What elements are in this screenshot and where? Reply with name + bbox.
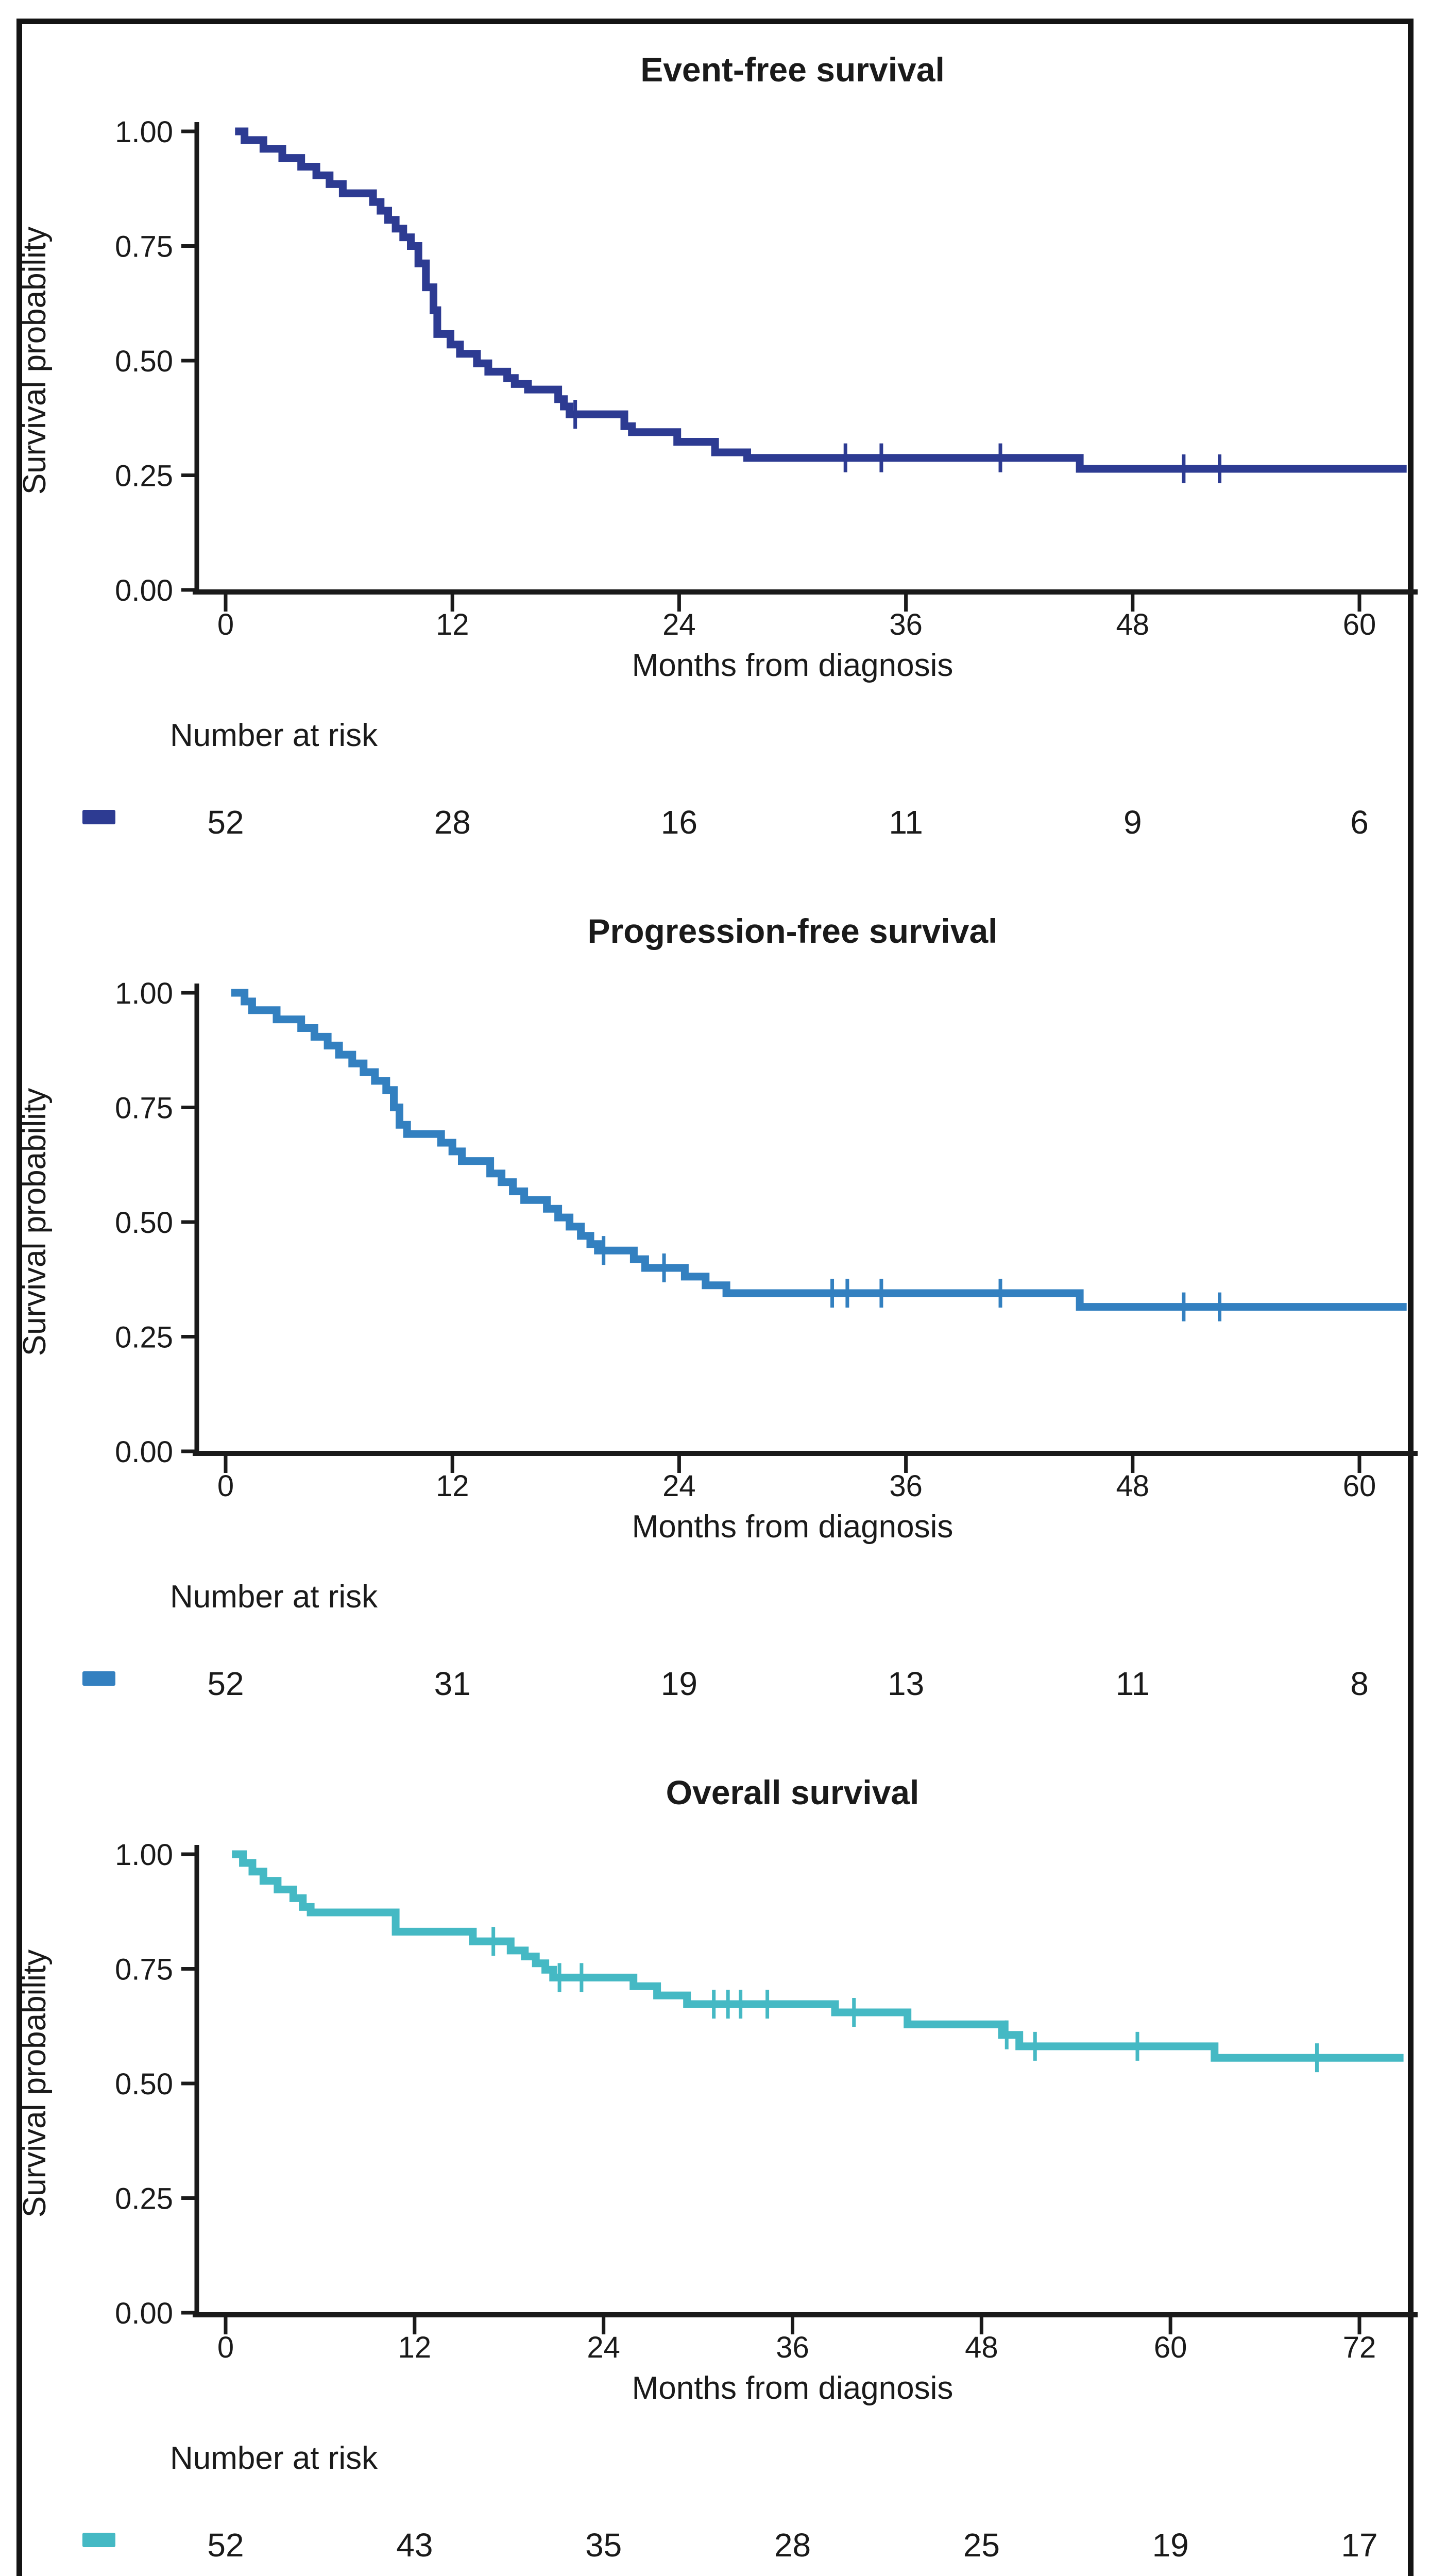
y-tick-label: 0.00 [115,574,173,607]
panel-event-free-survival: 1.00 0.75 0.50 0.25 0.00 0 12 24 36 48 60 Event-fre… [0,21,1430,895]
x-tick-label: 12 [398,2331,432,2364]
panel-title: Progression-free survival [588,912,998,950]
risk-count: 52 [207,804,244,841]
y-tick-label: 0.50 [115,2067,173,2101]
x-tick-label: 48 [1116,1469,1150,1503]
risk-count: 11 [1116,1665,1150,1702]
y-tick-label: 0.25 [115,460,173,493]
risk-count: 17 [1341,2527,1377,2564]
risk-table-header: Number at risk [170,718,378,753]
panel-overall-survival: 1.00 0.75 0.50 0.25 0.00 0 12 24 36 48 60 72 Overall… [0,1743,1430,2576]
x-tick-label: 0 [217,1469,234,1503]
y-tick-label: 0.75 [115,1953,173,1987]
risk-count: 8 [1350,1665,1369,1702]
risk-count: 52 [207,1665,244,1702]
risk-table-header: Number at risk [170,1579,378,1615]
x-tick-label: 24 [662,608,696,641]
risk-count: 6 [1350,804,1369,841]
km-curve [235,127,1407,473]
risk-count: 35 [585,2527,622,2564]
panel-title: Overall survival [666,1773,920,1811]
y-tick-label: 0.25 [115,2182,173,2216]
y-tick-label: 0.00 [115,1435,173,1469]
x-tick-label: 60 [1343,608,1376,641]
y-tick-label: 1.00 [115,977,173,1010]
y-axis-label: Survival probability [17,1950,53,2217]
km-curve [231,989,1407,1311]
risk-count: 31 [434,1665,471,1702]
risk-count: 25 [963,2527,1000,2564]
x-tick-label: 48 [965,2331,998,2364]
x-tick-label: 12 [436,1469,469,1503]
progression-free-survival-chart: 1.00 0.75 0.50 0.25 0.00 0 12 24 36 48 60 Progressi… [17,912,1418,1702]
risk-count: 28 [434,804,471,841]
risk-count: 19 [1152,2527,1189,2564]
x-tick-label: 0 [217,2331,234,2364]
risk-legend-key [82,1671,115,1686]
x-tick-label: 72 [1343,2331,1376,2364]
y-tick-label: 1.00 [115,115,173,149]
risk-count: 16 [661,804,697,841]
x-tick-label: 24 [587,2331,620,2364]
y-tick-label: 0.25 [115,1321,173,1354]
x-tick-label: 0 [217,608,234,641]
y-tick-label: 0.50 [115,345,173,378]
risk-legend-key [82,810,115,824]
risk-count: 43 [396,2527,433,2564]
risk-legend-key [82,2533,115,2547]
x-axis-label: Months from diagnosis [632,2370,954,2406]
overall-survival-chart: 1.00 0.75 0.50 0.25 0.00 0 12 24 36 48 60 72 Overall… [17,1773,1418,2564]
panel-progression-free-survival: 1.00 0.75 0.50 0.25 0.00 0 12 24 36 48 60 Progressi… [0,882,1430,1756]
y-tick-label: 0.00 [115,2297,173,2330]
risk-count: 11 [889,804,923,841]
risk-count: 52 [207,2527,244,2564]
risk-table-header: Number at risk [170,2441,378,2476]
y-tick-label: 0.75 [115,230,173,264]
risk-count: 9 [1123,804,1142,841]
risk-count: 19 [661,1665,697,1702]
x-tick-label: 36 [776,2331,809,2364]
x-tick-label: 24 [662,1469,696,1503]
risk-count: 13 [888,1665,924,1702]
y-tick-label: 1.00 [115,1838,173,1872]
x-tick-label: 36 [889,608,923,641]
x-tick-label: 60 [1154,2331,1187,2364]
km-curve [232,1850,1404,2062]
x-tick-label: 12 [436,608,469,641]
x-tick-label: 48 [1116,608,1150,641]
x-axis-label: Months from diagnosis [632,1509,954,1545]
y-tick-label: 0.75 [115,1092,173,1125]
y-axis-label: Survival probability [17,227,53,495]
event-free-survival-chart: 1.00 0.75 0.50 0.25 0.00 0 12 24 36 48 60 Event-fre… [17,50,1418,841]
y-axis-label: Survival probability [17,1088,53,1356]
panel-title: Event-free survival [640,50,945,89]
x-axis-label: Months from diagnosis [632,648,954,683]
x-tick-label: 60 [1343,1469,1376,1503]
y-tick-label: 0.50 [115,1206,173,1240]
risk-count: 28 [774,2527,811,2564]
x-tick-label: 36 [889,1469,923,1503]
